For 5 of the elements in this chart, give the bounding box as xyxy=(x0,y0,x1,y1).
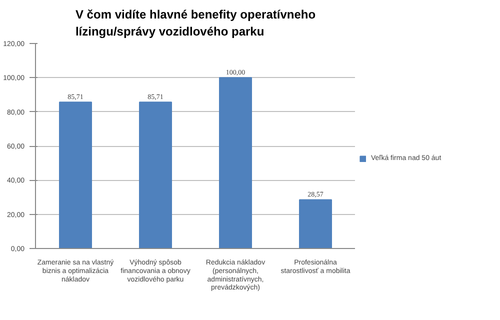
chart-title: V čom vidíte hlavné benefity operatívneho lízingu/správy vozidlového parku xyxy=(75,8,316,38)
bar xyxy=(59,102,92,248)
bar xyxy=(299,199,332,248)
bar xyxy=(219,77,252,248)
bar xyxy=(139,102,172,248)
